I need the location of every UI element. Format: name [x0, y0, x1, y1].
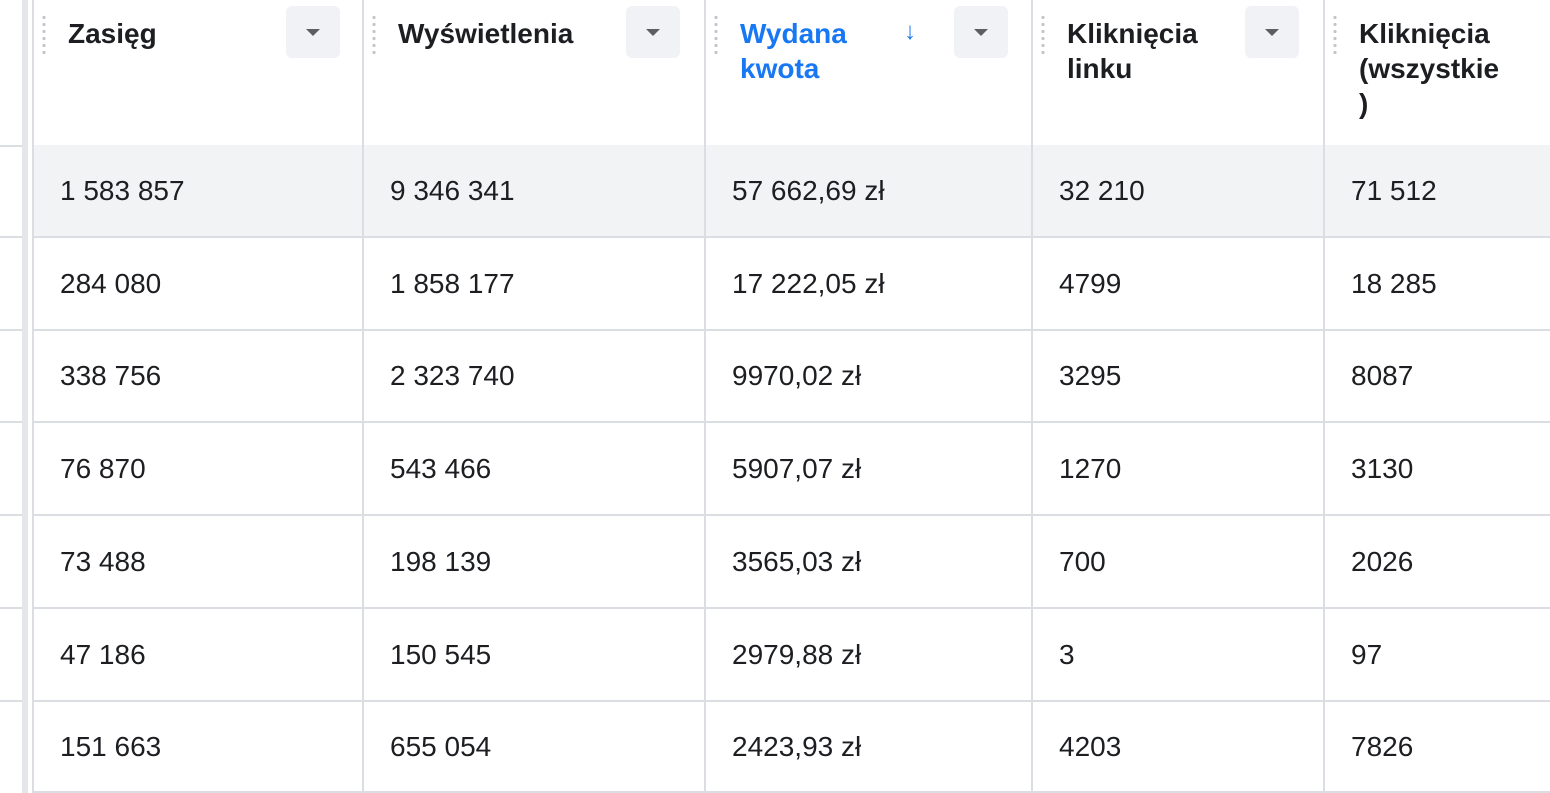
table-cell: 76 870 [34, 423, 364, 514]
column-header-label: Kliknięcia linku [1067, 18, 1198, 84]
table-cell: 4203 [1033, 702, 1325, 791]
table-cell: 57 662,69 zł [706, 145, 1033, 236]
column-menu-button[interactable] [286, 6, 340, 58]
table-row[interactable]: 151 663 655 054 2423,93 zł 4203 7826 [34, 702, 1550, 793]
table-cell: 71 512 [1351, 175, 1437, 206]
table-row[interactable]: 76 870 543 466 5907,07 zł 1270 3130 [34, 423, 1550, 516]
table-cell: 17 222,05 zł [706, 238, 1033, 329]
table-cell: 3565,03 zł [706, 516, 1033, 607]
header-scroll-fade [1536, 0, 1550, 145]
arrow-down-icon[interactable]: ↓ [904, 18, 916, 45]
column-menu-button[interactable] [1245, 6, 1299, 58]
table-cell: 3295 [1033, 331, 1325, 421]
column-header-label: Wydana kwota [740, 18, 847, 84]
column-header-label: Kliknięcia (wszystkie ) [1359, 18, 1500, 119]
table-cell: 1270 [1033, 423, 1325, 514]
table-cell: 150 545 [364, 609, 706, 700]
table-cell: 198 139 [364, 516, 706, 607]
table-row[interactable]: 1 583 857 9 346 341 57 662,69 zł 32 210 71 5… [34, 145, 1550, 238]
drag-handle-icon[interactable] [372, 14, 376, 54]
table-cell: 32 210 [1033, 145, 1325, 236]
table-header: Zasięg Wyświetlenia Wydana kwota ↓ Klikn… [34, 0, 1550, 147]
frozen-column-edge [0, 0, 28, 793]
column-header-wydana-kwota[interactable]: Wydana kwota ↓ [706, 0, 1033, 145]
table-cell: 73 488 [34, 516, 364, 607]
table-cell: 2 323 740 [364, 331, 706, 421]
column-header-klikniecia-wszystkie[interactable]: Kliknięcia (wszystkie ) [1325, 0, 1550, 145]
drag-handle-icon[interactable] [1041, 14, 1045, 54]
column-header-klikniecia-linku[interactable]: Kliknięcia linku [1033, 0, 1325, 145]
table-cell: 18 285 [1351, 268, 1437, 299]
table-row[interactable]: 73 488 198 139 3565,03 zł 700 2026 [34, 516, 1550, 609]
column-header-label: Wyświetlenia [398, 18, 574, 49]
table-cell: 8087 [1351, 360, 1414, 391]
table-cell: 543 466 [364, 423, 706, 514]
table-cell: 2423,93 zł [706, 702, 1033, 791]
ads-report-table: Zasięg Wyświetlenia Wydana kwota ↓ Klikn… [32, 0, 1550, 793]
column-menu-button[interactable] [954, 6, 1008, 58]
table-cell: 9 346 341 [364, 145, 706, 236]
table-cell: 338 756 [34, 331, 364, 421]
table-cell: 284 080 [34, 238, 364, 329]
table-cell: 3 [1033, 609, 1325, 700]
table-cell: 9970,02 zł [706, 331, 1033, 421]
column-header-label: Zasięg [68, 18, 157, 49]
table-cell: 151 663 [34, 702, 364, 791]
drag-handle-icon[interactable] [42, 14, 46, 54]
drag-handle-icon[interactable] [1333, 14, 1337, 54]
table-cell: 700 [1033, 516, 1325, 607]
table-cell: 4799 [1033, 238, 1325, 329]
table-cell: 47 186 [34, 609, 364, 700]
table-cell: 1 583 857 [34, 145, 364, 236]
frozen-column-dividers [0, 0, 28, 793]
column-menu-button[interactable] [626, 6, 680, 58]
table-row[interactable]: 47 186 150 545 2979,88 zł 3 97 [34, 609, 1550, 702]
table-row[interactable]: 284 080 1 858 177 17 222,05 zł 4799 18 285 [34, 238, 1550, 331]
table-cell: 97 [1351, 639, 1383, 670]
column-header-wyswietlenia[interactable]: Wyświetlenia [364, 0, 706, 145]
column-header-zasieg[interactable]: Zasięg [34, 0, 364, 145]
table-cell: 2026 [1351, 546, 1414, 577]
table-cell: 7826 [1351, 731, 1414, 762]
table-cell: 2979,88 zł [706, 609, 1033, 700]
drag-handle-icon[interactable] [714, 14, 718, 54]
table-cell: 5907,07 zł [706, 423, 1033, 514]
table-row[interactable]: 338 756 2 323 740 9970,02 zł 3295 8087 [34, 331, 1550, 423]
table-cell: 3130 [1351, 453, 1414, 484]
table-cell: 655 054 [364, 702, 706, 791]
table-cell: 1 858 177 [364, 238, 706, 329]
